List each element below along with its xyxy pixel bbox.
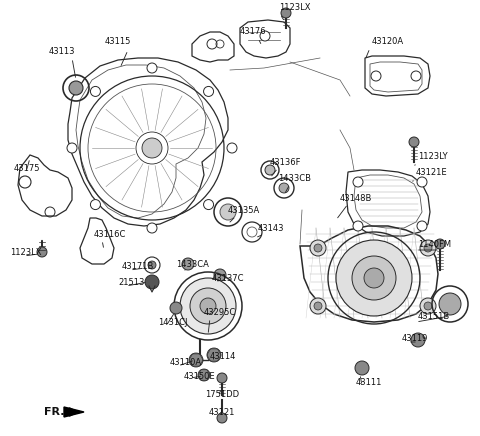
Circle shape: [435, 239, 445, 249]
Text: 43151B: 43151B: [418, 311, 450, 320]
Circle shape: [67, 143, 77, 153]
Circle shape: [217, 373, 227, 383]
Circle shape: [336, 240, 412, 316]
Circle shape: [214, 269, 226, 281]
Text: 1433CB: 1433CB: [278, 174, 311, 183]
Text: 21513: 21513: [118, 277, 144, 286]
Circle shape: [207, 348, 221, 362]
Circle shape: [409, 137, 419, 147]
Text: 43137C: 43137C: [212, 273, 244, 283]
Circle shape: [352, 256, 396, 300]
Circle shape: [207, 39, 217, 49]
Circle shape: [281, 8, 291, 18]
Circle shape: [314, 302, 322, 310]
Text: 43295C: 43295C: [204, 307, 236, 317]
Circle shape: [314, 244, 322, 252]
Polygon shape: [64, 407, 84, 417]
Circle shape: [90, 86, 100, 96]
Text: 43143: 43143: [258, 224, 285, 232]
Circle shape: [204, 86, 214, 96]
Text: 43150E: 43150E: [184, 371, 216, 381]
Circle shape: [170, 302, 182, 314]
Circle shape: [227, 143, 237, 153]
Circle shape: [353, 221, 363, 231]
Text: 43111: 43111: [356, 378, 383, 386]
Circle shape: [411, 71, 421, 81]
Text: 1140FM: 1140FM: [418, 239, 451, 249]
Circle shape: [424, 302, 432, 310]
Circle shape: [189, 353, 203, 367]
Text: 43176: 43176: [240, 27, 266, 37]
Circle shape: [220, 204, 236, 220]
Circle shape: [279, 183, 289, 193]
Text: 1433CA: 1433CA: [176, 259, 209, 269]
Circle shape: [353, 177, 363, 187]
Circle shape: [147, 63, 157, 73]
Circle shape: [180, 278, 236, 334]
Circle shape: [37, 247, 47, 257]
Circle shape: [424, 244, 432, 252]
Circle shape: [200, 298, 216, 314]
Text: 43175: 43175: [14, 164, 40, 173]
Text: 43136F: 43136F: [270, 157, 301, 167]
Circle shape: [364, 268, 384, 288]
Text: 43110A: 43110A: [170, 358, 202, 367]
Circle shape: [417, 221, 427, 231]
Circle shape: [69, 81, 83, 95]
Text: 1123LX: 1123LX: [10, 248, 41, 256]
Circle shape: [439, 293, 461, 315]
Circle shape: [260, 31, 270, 41]
Text: 43119: 43119: [402, 334, 428, 343]
Circle shape: [148, 261, 156, 269]
Circle shape: [355, 361, 369, 375]
Text: 1123LX: 1123LX: [279, 3, 311, 13]
Circle shape: [198, 369, 210, 381]
Circle shape: [310, 240, 326, 256]
Circle shape: [310, 298, 326, 314]
Text: 1123LY: 1123LY: [418, 151, 448, 160]
Circle shape: [90, 200, 100, 210]
Circle shape: [420, 240, 436, 256]
Text: FR.: FR.: [44, 407, 64, 417]
Text: 1751DD: 1751DD: [205, 389, 239, 399]
Circle shape: [371, 71, 381, 81]
Text: 43148B: 43148B: [340, 194, 372, 202]
Text: 43113: 43113: [49, 48, 75, 57]
Circle shape: [19, 176, 31, 188]
Circle shape: [411, 333, 425, 347]
Circle shape: [217, 413, 227, 423]
Text: 43121: 43121: [209, 408, 235, 416]
Text: 1431CJ: 1431CJ: [158, 317, 188, 327]
Circle shape: [417, 177, 427, 187]
Circle shape: [420, 298, 436, 314]
Text: 43135A: 43135A: [228, 205, 260, 215]
Text: 43120A: 43120A: [372, 37, 404, 47]
Circle shape: [147, 223, 157, 233]
Circle shape: [142, 138, 162, 158]
Circle shape: [145, 275, 159, 289]
Circle shape: [204, 200, 214, 210]
Circle shape: [190, 288, 226, 324]
Circle shape: [265, 165, 275, 175]
Text: 43116C: 43116C: [94, 229, 126, 238]
Text: 43121E: 43121E: [416, 167, 448, 177]
Circle shape: [182, 258, 194, 270]
Text: 43114: 43114: [210, 351, 236, 361]
Text: 43171B: 43171B: [122, 262, 155, 270]
Text: 43115: 43115: [105, 37, 131, 47]
